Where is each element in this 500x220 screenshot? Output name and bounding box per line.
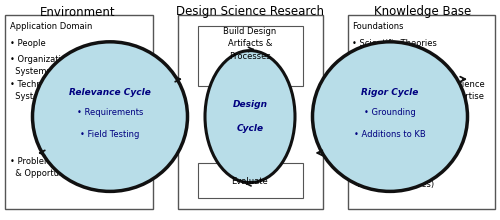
Text: • Experience: • Experience	[430, 80, 485, 89]
Bar	[198, 26, 302, 86]
Text: (Design Products &: (Design Products &	[352, 168, 438, 177]
Bar	[198, 163, 302, 198]
Bar	[348, 15, 495, 209]
Text: & Methods: & Methods	[352, 52, 403, 60]
Text: • Field Testing: • Field Testing	[80, 130, 140, 139]
Text: • Technical: • Technical	[10, 80, 56, 89]
Text: Systems: Systems	[10, 67, 51, 76]
Bar	[178, 15, 322, 209]
Text: • Organizational: • Organizational	[10, 55, 79, 64]
Text: Design: Design	[232, 100, 268, 109]
Ellipse shape	[312, 42, 468, 191]
Text: Evaluate: Evaluate	[232, 177, 268, 186]
Ellipse shape	[32, 42, 188, 191]
Text: • Scientific Theories: • Scientific Theories	[352, 40, 438, 48]
Text: Environment: Environment	[40, 6, 116, 18]
Text: Artifacts &: Artifacts &	[228, 40, 272, 48]
Text: & Expertise: & Expertise	[430, 92, 484, 101]
Text: • Problems: • Problems	[10, 157, 56, 166]
Text: Processes: Processes	[229, 52, 271, 60]
Text: • Additions to KB: • Additions to KB	[354, 130, 426, 139]
Ellipse shape	[205, 51, 295, 183]
Text: Build Design: Build Design	[224, 28, 276, 36]
Text: Relevance Cycle: Relevance Cycle	[69, 88, 151, 97]
Text: • Meta-Artifacts: • Meta-Artifacts	[352, 156, 419, 165]
Text: Design Processes): Design Processes)	[352, 180, 434, 189]
Text: & Opportunities: & Opportunities	[10, 169, 82, 178]
Text: Rigor Cycle: Rigor Cycle	[362, 88, 418, 97]
Text: Systems: Systems	[10, 92, 51, 101]
Text: Cycle: Cycle	[236, 124, 264, 133]
Text: • Requirements: • Requirements	[77, 108, 143, 117]
Bar	[5, 15, 152, 209]
Text: Application Domain: Application Domain	[10, 22, 92, 31]
Text: Foundations: Foundations	[352, 22, 404, 31]
Text: • Grounding: • Grounding	[364, 108, 416, 117]
Text: Knowledge Base: Knowledge Base	[374, 6, 471, 18]
Text: • People: • People	[10, 40, 46, 48]
Text: Design Science Research: Design Science Research	[176, 6, 324, 18]
